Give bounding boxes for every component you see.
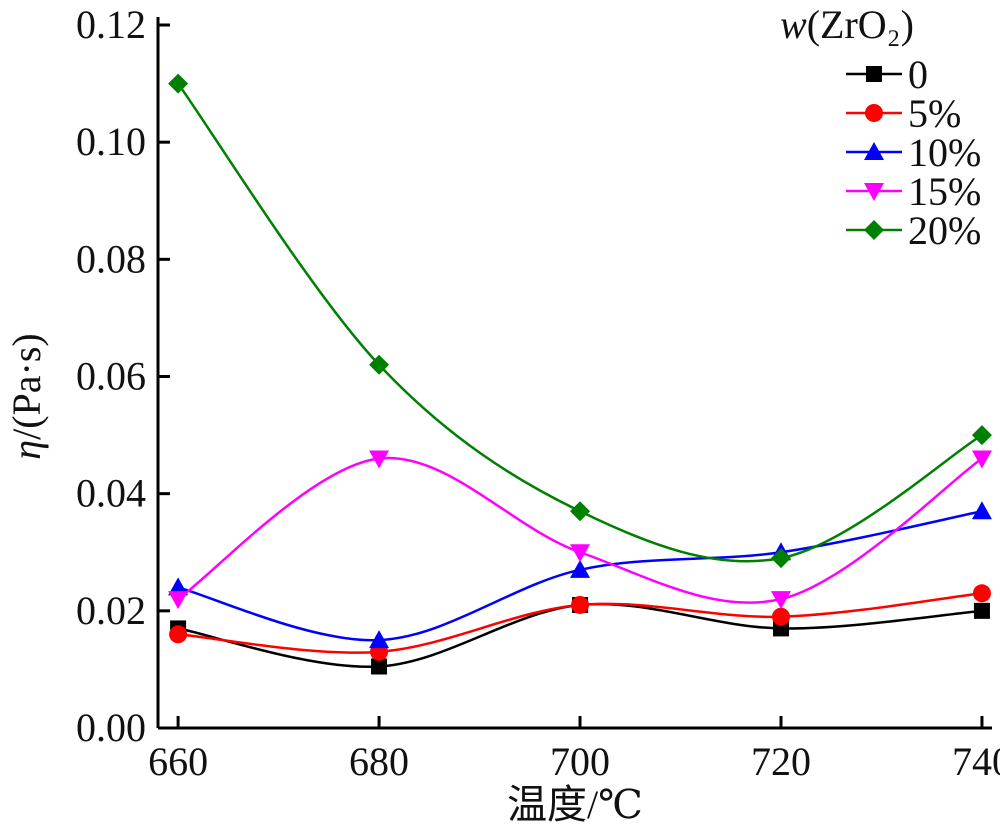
y-axis-title: η/(Pa·s) <box>4 333 49 459</box>
legend-marker <box>865 104 883 122</box>
series-2 <box>168 501 992 649</box>
legend-label: 20% <box>908 208 981 253</box>
legend-marker <box>864 142 884 160</box>
y-tick-label: 0.08 <box>76 236 146 281</box>
legend-item: 20% <box>846 208 981 253</box>
data-point <box>168 73 189 94</box>
series-1 <box>169 584 991 661</box>
y-ticks: 0.00 0.02 0.04 0.06 0.08 0.10 0.12 <box>76 2 170 750</box>
data-point <box>369 630 390 649</box>
x-tick-label: 660 <box>148 739 208 784</box>
data-point <box>369 450 390 469</box>
y-tick-label: 0.04 <box>76 471 146 516</box>
data-point <box>971 425 992 446</box>
series-line <box>177 82 983 563</box>
legend-item: 10% <box>846 130 981 175</box>
y-tick-label: 0.10 <box>76 119 146 164</box>
x-tick-label: 680 <box>349 739 409 784</box>
y-tick-label: 0.02 <box>76 588 146 633</box>
data-point <box>169 625 188 644</box>
data-point <box>770 591 791 610</box>
legend-item: 0 <box>846 52 928 97</box>
x-tick-label: 700 <box>550 739 610 784</box>
x-tick-label: 720 <box>751 739 811 784</box>
legend-marker <box>866 66 882 82</box>
data-point <box>570 544 591 563</box>
axes <box>156 17 992 730</box>
series-4 <box>168 73 992 569</box>
data-point <box>570 501 591 522</box>
legend-label: 15% <box>908 169 981 214</box>
y-tick-label: 0.12 <box>76 2 146 47</box>
data-point <box>973 602 990 619</box>
data-point <box>972 584 991 603</box>
data-point <box>770 548 791 569</box>
legend-item: 15% <box>846 169 981 214</box>
legend-marker <box>864 183 884 201</box>
y-axis-title-unit: /(Pa·s) <box>4 333 49 440</box>
legend-label: 5% <box>908 91 961 136</box>
series-line <box>177 456 983 604</box>
legend-marker <box>864 220 884 240</box>
legend-label: 10% <box>908 130 981 175</box>
y-tick-label: 0.06 <box>76 354 146 399</box>
y-axis-title-symbol: η <box>4 440 49 460</box>
x-ticks: 660 680 700 720 740 <box>148 716 1000 784</box>
data-point <box>771 607 790 626</box>
data-point <box>168 577 189 596</box>
data-point <box>570 559 591 578</box>
data-point <box>371 658 388 675</box>
legend: w(ZrO₂) 05%10%15%20% <box>780 2 981 253</box>
series-3 <box>168 450 992 610</box>
x-axis-title: 温度/℃ <box>507 782 643 827</box>
data-point <box>571 595 590 614</box>
legend-title: w(ZrO₂) <box>780 2 914 47</box>
x-tick-label: 740 <box>952 739 1000 784</box>
legend-item: 5% <box>846 91 961 136</box>
legend-label: 0 <box>908 52 928 97</box>
data-point <box>971 450 992 469</box>
data-point <box>168 591 189 610</box>
data-point <box>369 354 390 375</box>
data-point <box>971 501 992 520</box>
y-tick-label: 0.00 <box>76 705 146 750</box>
series-layer <box>168 73 992 675</box>
